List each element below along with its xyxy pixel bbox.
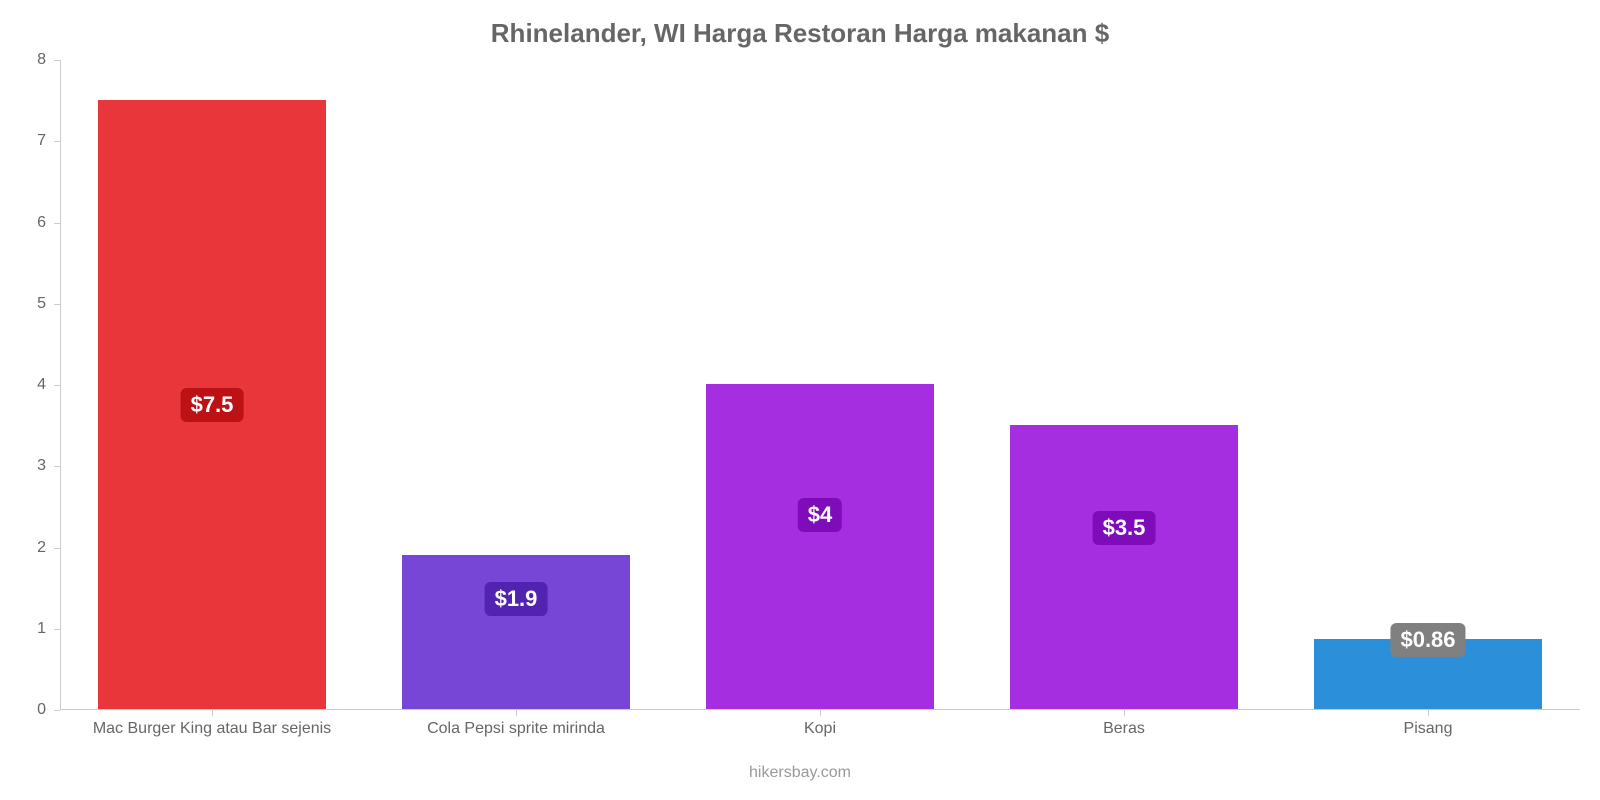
- bar: [402, 555, 630, 709]
- y-axis-line: [60, 60, 61, 710]
- y-tick-mark: [54, 548, 60, 549]
- y-tick-mark: [54, 466, 60, 467]
- y-tick-mark: [54, 304, 60, 305]
- x-tick-label: Beras: [1103, 710, 1145, 738]
- y-tick-mark: [54, 60, 60, 61]
- value-label: $4: [798, 498, 842, 532]
- y-tick-mark: [54, 223, 60, 224]
- bar: [1010, 425, 1238, 709]
- x-tick-label: Pisang: [1404, 710, 1453, 738]
- x-tick-label: Mac Burger King atau Bar sejenis: [93, 710, 331, 738]
- bar: [706, 384, 934, 709]
- y-tick-mark: [54, 385, 60, 386]
- attribution-text: hikersbay.com: [0, 764, 1600, 782]
- value-label: $3.5: [1093, 511, 1156, 545]
- y-tick-mark: [54, 710, 60, 711]
- value-label: $0.86: [1390, 623, 1465, 657]
- x-tick-label: Cola Pepsi sprite mirinda: [427, 710, 605, 738]
- x-tick-label: Kopi: [804, 710, 836, 738]
- y-tick-mark: [54, 141, 60, 142]
- value-label: $1.9: [485, 582, 548, 616]
- chart-title: Rhinelander, WI Harga Restoran Harga mak…: [0, 18, 1600, 49]
- chart-container: Rhinelander, WI Harga Restoran Harga mak…: [0, 0, 1600, 800]
- y-tick-mark: [54, 629, 60, 630]
- value-label: $7.5: [181, 388, 244, 422]
- plot-area: 012345678$7.5Mac Burger King atau Bar se…: [60, 60, 1580, 710]
